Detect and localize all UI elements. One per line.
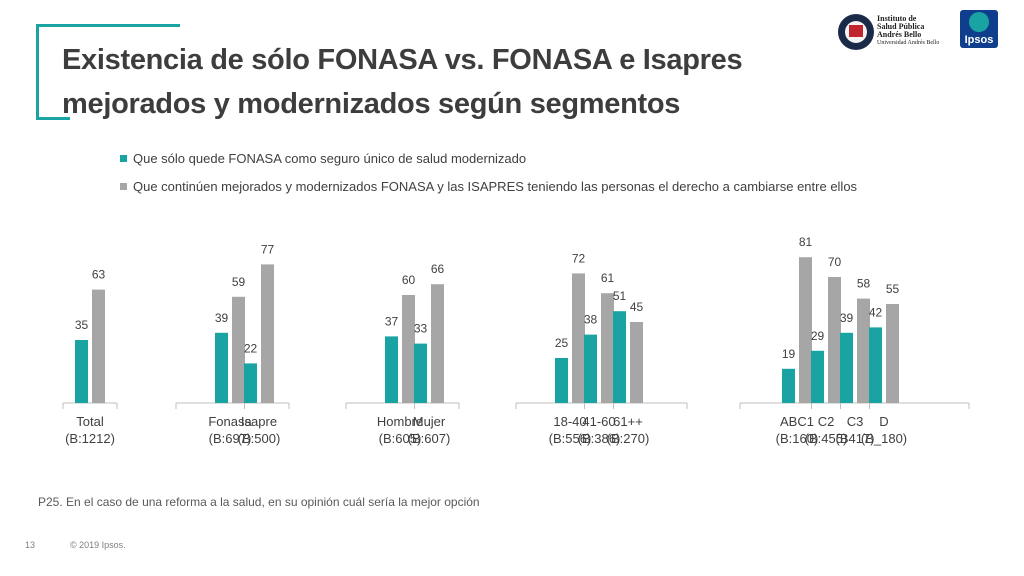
bar-chart: 35 63 Total (B:1212) 39 59 Fonasa (B:697) 22 77 Is… <box>62 235 970 446</box>
accent-bracket-bottom <box>36 117 70 120</box>
data-label: 39 <box>840 311 854 325</box>
data-label: 45 <box>630 300 644 314</box>
page-title: Existencia de sólo FONASA vs. FONASA e I… <box>62 38 782 126</box>
category-label: C3 <box>847 414 864 429</box>
category-label: Fonasa <box>208 414 252 429</box>
bar-series1-Isapre <box>244 363 257 403</box>
institute-logo: Instituto de Salud Pública Andrés Bello … <box>838 14 940 54</box>
category-label: C2 <box>818 414 835 429</box>
bar-series2-Isapre <box>261 264 274 403</box>
bar-series2-18-40 <box>572 273 585 403</box>
bar-series2-61++ <box>630 322 643 403</box>
data-label: 55 <box>886 282 900 296</box>
ipsos-logo: Ipsos <box>960 10 998 48</box>
data-label: 42 <box>869 305 883 319</box>
bar-series1-ABC1 <box>782 368 795 403</box>
category-base-label: (B_180) <box>861 431 907 446</box>
bar-series2-Mujer <box>431 284 444 403</box>
bar-series1-18-40 <box>555 358 568 403</box>
data-label: 58 <box>857 277 871 291</box>
bar-series2-D <box>886 304 899 403</box>
page-title-line2: mejorados y modernizados según segmentos <box>62 88 681 120</box>
legend-swatch-series2 <box>120 183 127 190</box>
category-label: D <box>879 414 888 429</box>
category-base-label: (B:500) <box>238 431 281 446</box>
bar-series2-41-60 <box>601 293 614 403</box>
bar-series1-Fonasa <box>215 332 228 403</box>
category-base-label: (B:455) <box>805 431 848 446</box>
page-title-line1: Existencia de sólo FONASA vs. FONASA e I… <box>62 44 743 76</box>
category-base-label: (B:160) <box>776 431 819 446</box>
ipsos-logo-text: Ipsos <box>964 34 994 46</box>
data-label: 63 <box>92 268 106 282</box>
data-label: 35 <box>75 318 89 332</box>
data-label: 25 <box>555 336 569 350</box>
bar-series1-Mujer <box>414 343 427 403</box>
page-number: 13 <box>25 540 36 550</box>
category-label: Mujer <box>413 414 446 429</box>
data-label: 81 <box>799 235 813 249</box>
category-label: 61++ <box>613 414 643 429</box>
footnote: P25. En el caso de una reforma a la salu… <box>38 495 480 509</box>
data-label: 77 <box>261 242 275 256</box>
category-base-label: (B:697) <box>209 431 252 446</box>
accent-bracket-left <box>36 24 39 120</box>
legend-swatch-series1 <box>120 155 127 162</box>
accent-bracket-top <box>36 24 180 27</box>
category-base-label: (B:607) <box>408 431 451 446</box>
bar-series1-C2 <box>811 350 824 403</box>
bar-series1-41-60 <box>584 334 597 403</box>
copyright: © 2019 Ipsos. <box>70 540 126 550</box>
institute-logo-text: Instituto de Salud Pública Andrés Bello … <box>877 14 940 47</box>
category-base-label: (B:270) <box>607 431 650 446</box>
category-base-label: (B417) <box>835 431 874 446</box>
data-label: 29 <box>811 329 825 343</box>
ipsos-circle-icon <box>969 12 989 32</box>
legend-label-series2: Que continúen mejorados y modernizados F… <box>133 179 858 194</box>
data-label: 22 <box>244 341 258 355</box>
data-label: 19 <box>782 347 796 361</box>
bar-series2-Total <box>92 289 105 403</box>
data-label: 51 <box>613 289 627 303</box>
category-label: Total <box>76 414 104 429</box>
bar-series1-61++ <box>613 311 626 403</box>
category-base-label: (B:605) <box>379 431 422 446</box>
university-seal-icon <box>838 14 874 50</box>
data-label: 39 <box>215 311 229 325</box>
chart-legend: Que sólo quede FONASA como seguro único … <box>120 150 857 206</box>
bar-series2-Hombre <box>402 295 415 403</box>
bar-series2-ABC1 <box>799 257 812 403</box>
bar-series1-Hombre <box>385 336 398 403</box>
legend-item-series2: Que continúen mejorados y modernizados F… <box>120 178 857 206</box>
category-label: Isapre <box>241 414 277 429</box>
data-label: 38 <box>584 313 598 327</box>
legend-item-series1: Que sólo quede FONASA como seguro único … <box>120 150 857 178</box>
data-label: 66 <box>431 262 445 276</box>
category-base-label: (B:386) <box>578 431 621 446</box>
data-label: 61 <box>601 271 615 285</box>
data-label: 37 <box>385 314 399 328</box>
category-label: 18-40 <box>553 414 586 429</box>
category-label: Hombre <box>377 414 423 429</box>
category-base-label: (B:556) <box>549 431 592 446</box>
bar-series1-C3 <box>840 332 853 403</box>
legend-label-series1: Que sólo quede FONASA como seguro único … <box>133 151 527 166</box>
data-label: 59 <box>232 275 246 289</box>
data-label: 70 <box>828 255 842 269</box>
data-label: 33 <box>414 322 428 336</box>
bar-series2-Fonasa <box>232 296 245 403</box>
category-base-label: (B:1212) <box>65 431 115 446</box>
category-label: ABC1 <box>780 414 814 429</box>
bar-series2-C3 <box>857 298 870 403</box>
data-label: 72 <box>572 251 586 265</box>
bar-series2-C2 <box>828 277 841 403</box>
data-label: 60 <box>402 273 416 287</box>
bar-series1-Total <box>75 340 88 403</box>
bar-series1-D <box>869 327 882 403</box>
category-label: 41-60 <box>582 414 615 429</box>
